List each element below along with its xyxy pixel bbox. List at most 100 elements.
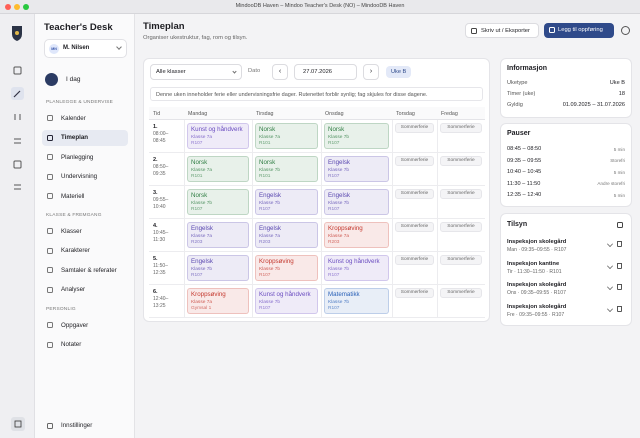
edit-button[interactable]	[607, 284, 613, 290]
nav-label: Karakterer	[61, 247, 90, 254]
lesson-room: R107	[191, 273, 203, 278]
lesson-class: Klasse 7a	[191, 167, 213, 173]
lesson-room: R107	[328, 306, 340, 311]
window-controls[interactable]	[3, 0, 33, 14]
lesson-subject: Engelsk	[259, 192, 282, 199]
period-number: 2.	[153, 157, 158, 163]
delete-button[interactable]	[617, 284, 622, 290]
nav-item[interactable]: Karakterer	[42, 243, 128, 259]
lesson-block[interactable]: Engelsk Klasse 7a R203	[255, 222, 318, 248]
lesson-block[interactable]: Norsk Klasse 7b R101	[255, 156, 318, 182]
info-key: Timer (uke)	[507, 91, 536, 97]
nav-label: Kalender	[61, 114, 86, 122]
lesson-class: Klasse 7b	[328, 266, 350, 272]
lesson-class: Klasse 7a	[259, 233, 281, 239]
lesson-block[interactable]: Norsk Klasse 7b R107	[324, 123, 389, 149]
lesson-block[interactable]: Kunst og håndverk Klasse 7b R107	[255, 288, 318, 314]
cell-divider	[252, 285, 253, 318]
nav-item[interactable]: Samtaler & referater	[42, 262, 128, 278]
delete-button[interactable]	[617, 305, 622, 312]
break-time: 09:35 – 09:55	[507, 157, 542, 164]
lesson-block[interactable]: Kroppsøving Klasse 7a R203	[324, 222, 389, 248]
icon-rail	[0, 14, 35, 438]
lesson-room: R107	[191, 207, 203, 212]
nav-item[interactable]: Kalender	[42, 110, 128, 126]
delete-button[interactable]	[617, 241, 622, 247]
lesson-room: R101	[191, 174, 203, 179]
nav-item[interactable]: Analyser	[42, 282, 128, 298]
duty-title: Inspeksjon skolegård	[507, 239, 567, 245]
lesson-class: Klasse 7b	[191, 200, 213, 206]
lesson-block[interactable]: Norsk Klasse 7a R101	[255, 123, 318, 149]
lesson-block[interactable]: Engelsk Klasse 7b R107	[187, 255, 249, 281]
nav-label: Analyser	[61, 286, 86, 293]
lesson-block[interactable]: Matematikk Klasse 7b R107	[324, 288, 389, 314]
lesson-room: R107	[259, 306, 271, 311]
lesson-room: R107	[328, 174, 340, 179]
lesson-block[interactable]: Kunst og håndverk Klasse 7a R107	[187, 123, 249, 149]
break-time: 10:40 – 10:45	[507, 169, 542, 175]
add-entry-button[interactable]: Legg til oppføring	[544, 23, 614, 38]
row-divider	[149, 251, 485, 252]
window-title: MindooDB Haven – Mindoo Teacher's Desk (…	[235, 3, 405, 9]
lesson-block[interactable]: Engelsk Klasse 7b R107	[324, 156, 389, 182]
user-selector[interactable]: MN M. Nilsen	[44, 39, 127, 58]
lesson-room: R203	[191, 240, 203, 245]
lesson-block[interactable]: Kunst og håndverk Klasse 7b R107	[324, 255, 389, 281]
cell-divider	[321, 252, 322, 285]
column-header: Tirsdag	[256, 110, 274, 117]
info-value: 01.09.2025 – 31.07.2026	[562, 102, 625, 108]
icon	[47, 154, 53, 160]
holiday-label: Sommerferie	[440, 123, 482, 133]
page-subtitle: Organiser ukestruktur, fag, rom og tilsy…	[143, 35, 248, 41]
delete-button[interactable]	[617, 262, 622, 269]
holiday-label: Sommerferie	[440, 222, 482, 232]
nav-item[interactable]: Klasser	[42, 223, 128, 239]
edit-button[interactable]	[607, 241, 613, 247]
class-filter[interactable]: Alle klasser	[150, 64, 242, 80]
lesson-block[interactable]: Engelsk Klasse 7a R203	[187, 222, 249, 248]
period-number: 3.	[153, 190, 158, 196]
lesson-block[interactable]: Engelsk Klasse 7b R107	[255, 189, 318, 215]
nav-item[interactable]: Materiell	[42, 188, 128, 204]
nav-item[interactable]: Timeplan	[42, 129, 128, 146]
lesson-block[interactable]: Kroppsøving Klasse 7a Gymsal 1	[187, 288, 249, 314]
lesson-block[interactable]: Kroppsøving Klasse 7b R107	[255, 255, 318, 281]
export-button[interactable]: Skriv ut / Eksporter	[465, 23, 539, 38]
nav-settings[interactable]: Innstillinger	[42, 418, 128, 434]
nav-item[interactable]: Notater	[42, 337, 128, 353]
button-label: Legg til oppføring	[558, 26, 603, 33]
lesson-block[interactable]: Engelsk Klasse 7b R107	[324, 189, 389, 215]
nav-label: Oppgaver	[61, 321, 89, 329]
prev-week[interactable]: ‹	[272, 64, 288, 80]
date-input[interactable]: 27.07.2026	[294, 64, 357, 80]
next-week[interactable]: ›	[363, 64, 379, 80]
nav-item[interactable]: Oppgaver	[42, 317, 128, 333]
lesson-block[interactable]: Norsk Klasse 7b R107	[187, 189, 249, 215]
holiday-label: Sommerferie	[440, 189, 482, 199]
title-bar: MindooDB Haven – Mindoo Teacher's Desk (…	[0, 0, 640, 14]
info-value: Uke B	[609, 80, 625, 86]
break-time: 12:35 – 12:40	[507, 192, 542, 198]
lesson-block[interactable]: Norsk Klasse 7a R101	[187, 156, 249, 182]
nav-item[interactable]: Undervisning	[42, 169, 128, 185]
column-header: Fredag	[441, 110, 458, 117]
timetable-card: Alle klasser Dato ‹ 27.07.2026 › Uke B Denne u…	[143, 58, 490, 322]
edit-button[interactable]	[607, 262, 613, 269]
lesson-subject: Norsk	[259, 159, 276, 166]
edit-button[interactable]	[607, 305, 613, 312]
nav-item[interactable]: Planlegging	[42, 149, 128, 165]
cell-divider	[437, 219, 438, 252]
date-label: Dato	[248, 68, 261, 74]
help-button[interactable]	[621, 26, 630, 35]
nav-today[interactable]: I dag	[42, 71, 128, 89]
icon	[47, 115, 53, 121]
lesson-class: Klasse 7a	[191, 233, 213, 239]
holiday-label: Sommerferie	[440, 156, 482, 166]
section-heading: PERSONLIG	[46, 307, 76, 312]
row-divider	[149, 185, 485, 186]
lesson-room: R203	[259, 240, 271, 245]
cell-divider	[321, 120, 322, 153]
break-label: 5 min	[613, 169, 625, 175]
lesson-subject: Kunst og håndverk	[259, 291, 311, 298]
